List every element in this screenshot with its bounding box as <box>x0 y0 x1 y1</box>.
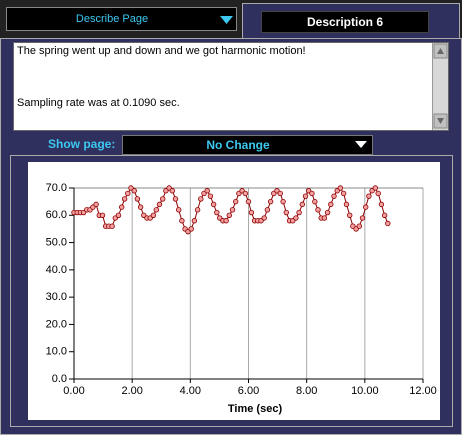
data-point <box>175 207 182 213</box>
x-tick-label: 2.00 <box>121 385 142 397</box>
data-point <box>172 196 179 202</box>
data-point <box>337 185 344 191</box>
data-point <box>381 212 388 218</box>
y-tick-label: 70.0 <box>46 182 67 194</box>
y-tick-label: 10.0 <box>46 346 67 358</box>
data-point <box>204 188 210 194</box>
data-point <box>312 198 318 205</box>
data-line <box>74 187 389 233</box>
show-page-dropdown[interactable]: No Change <box>122 135 373 155</box>
data-point <box>118 204 125 210</box>
x-tick-label: 6.00 <box>238 385 259 397</box>
text-line: Sampling rate was at 0.1090 sec. <box>17 97 180 109</box>
data-point <box>125 190 131 197</box>
data-point <box>264 207 271 213</box>
data-point <box>179 218 185 224</box>
text-area[interactable]: The spring went up and down and we got h… <box>13 42 449 131</box>
x-axis-label: Time (sec) <box>228 403 283 415</box>
data-point <box>378 201 385 208</box>
data-point <box>194 207 201 213</box>
data-point <box>153 207 160 213</box>
data-point <box>160 196 166 202</box>
data-point <box>137 204 144 210</box>
data-point <box>363 204 369 210</box>
dropdown-button[interactable] <box>217 9 236 29</box>
data-point <box>296 209 302 216</box>
data-point <box>150 212 157 218</box>
data-point <box>277 190 283 197</box>
data-point <box>267 198 274 205</box>
data-point <box>293 215 299 221</box>
data-point <box>93 201 99 208</box>
data-point <box>115 212 122 218</box>
data-point <box>343 201 350 208</box>
data-point <box>188 226 194 232</box>
data-point <box>331 193 337 199</box>
data-point <box>385 220 391 227</box>
data-point <box>229 207 236 213</box>
data-point <box>210 201 217 208</box>
data-point <box>207 193 214 199</box>
x-tick-label: 0.00 <box>63 385 84 397</box>
data-point <box>324 209 331 216</box>
tab[interactable]: Description 6 <box>242 3 460 39</box>
data-point <box>248 209 255 216</box>
data-point <box>261 215 267 221</box>
data-point <box>302 193 309 199</box>
data-point <box>299 201 306 208</box>
data-point <box>169 188 176 194</box>
data-point <box>321 215 328 221</box>
data-point <box>191 218 198 224</box>
dropdown-arrow <box>355 141 367 148</box>
text-line: The spring went up and down and we got h… <box>17 45 306 57</box>
data-point <box>315 207 321 213</box>
y-tick-label: 50.0 <box>46 236 67 248</box>
data-point <box>375 190 381 197</box>
data-point <box>245 198 252 205</box>
y-tick-label: 20.0 <box>46 318 67 330</box>
data-point <box>214 209 220 216</box>
data-point <box>359 215 366 221</box>
data-point <box>242 190 249 197</box>
data-point <box>223 218 229 224</box>
x-tick-label: 4.00 <box>180 385 201 397</box>
data-point <box>198 196 204 202</box>
data-point <box>347 212 353 218</box>
tab-title: Description 6 <box>261 11 429 33</box>
data-point <box>372 185 379 191</box>
y-tick-label: 30.0 <box>46 291 67 303</box>
data-point <box>131 188 137 194</box>
data-point <box>121 196 128 202</box>
scrollbar[interactable] <box>432 43 448 130</box>
x-tick-label: 12.00 <box>409 385 437 397</box>
dropdown-arrow <box>220 16 233 24</box>
data-point <box>280 198 286 205</box>
show-page-value: No Change <box>206 138 270 152</box>
data-point <box>156 201 163 208</box>
page-selector-text: Describe Page <box>75 13 149 25</box>
y-tick-label: 0.0 <box>52 373 67 385</box>
data-point <box>233 198 239 205</box>
data-point <box>226 212 233 218</box>
scroll-arrows <box>433 43 448 129</box>
data-point <box>356 223 363 229</box>
data-point <box>340 190 347 197</box>
x-tick-label: 8.00 <box>296 385 317 397</box>
page-selector[interactable]: Describe Page <box>6 7 237 31</box>
data-point <box>366 193 372 199</box>
data-point <box>99 212 106 218</box>
data-point <box>283 209 290 216</box>
data-point <box>309 190 315 197</box>
y-tick-label: 40.0 <box>46 264 67 276</box>
y-tick-label: 60.0 <box>46 209 67 221</box>
show-page-label: Show page: <box>48 137 116 151</box>
x-tick-label: 10.00 <box>351 385 379 397</box>
chart: Time (sec) 0.00 2.00 4.00 6.00 8.00 10.00 12.0… <box>28 162 440 420</box>
data-point <box>109 223 115 229</box>
data-point <box>134 196 141 202</box>
data-point <box>328 201 334 208</box>
